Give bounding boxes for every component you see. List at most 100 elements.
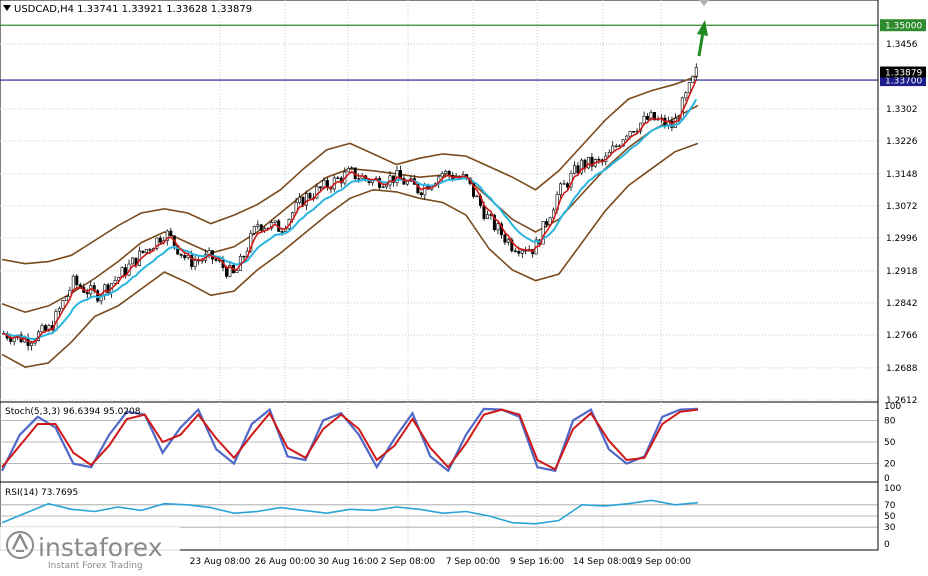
price-panel-title: USDCAD,H4 1.33741 1.33921 1.33628 1.3387… [14,4,252,15]
candle-body [57,308,61,312]
period-separator-marker-icon [699,0,709,6]
candle-body [280,231,284,233]
candle-body [207,250,211,255]
y-tick-label: 1.2766 [886,331,918,341]
candle-body [304,193,308,206]
stoch-panel-title: Stoch(5,3,3) 96.6394 95.0208 [5,407,141,417]
bollinger-upper-band [1,75,699,265]
candle-body [590,156,594,167]
candle-body [503,234,507,243]
fast-moving-average [3,79,698,343]
candle-body [346,168,350,173]
candle-body [541,221,545,245]
candle-body [85,292,89,295]
stoch-y-tick-label: 100 [884,402,901,412]
candle-body [475,195,479,198]
forecast-up-arrow-icon [697,20,708,57]
symbol-dropdown-icon[interactable] [3,5,11,11]
candle-body [144,249,148,253]
candle-body [308,193,312,199]
candle-body [47,325,51,331]
candle-body [9,337,13,342]
candle-body [691,75,695,83]
candle-body [423,185,427,196]
candle-body [471,183,475,197]
stoch-y-tick-label: 20 [884,460,896,470]
candle-body [336,177,340,179]
candle-body [318,186,322,189]
stoch-main-line [1,407,699,473]
stoch-y-tick-label: 80 [884,416,896,426]
x-tick-label: 9 Sep 16:00 [510,557,565,567]
candle-body [242,255,246,258]
watermark-brand: instaforex [38,533,163,562]
instaforex-logo-icon [6,531,34,559]
candle-body [614,145,618,148]
candle-body [496,223,500,231]
x-tick-label: 26 Aug 00:00 [255,557,316,567]
y-tick-label: 1.3148 [886,170,918,180]
candle-body [506,239,510,243]
candle-body [259,224,263,231]
y-tick-label: 1.2996 [886,234,918,244]
candle-body [165,230,169,241]
candle-body [586,156,590,169]
candle-body [148,249,152,251]
y-tick-label: 1.3302 [886,105,918,115]
candle-body [440,173,444,178]
candle-body [183,255,187,259]
candle-body [444,171,448,174]
candle-body [235,270,239,274]
x-tick-label: 19 Sep 00:00 [631,557,691,567]
bollinger-middle-band [1,104,699,314]
y-tick-label: 1.2842 [886,299,918,309]
candle-body [256,224,260,227]
rsi-y-tick-label: 0 [884,540,890,550]
y-tick-label: 1.2688 [886,364,918,374]
candle-body [632,131,636,133]
candle-body [30,342,34,347]
stochastic-panel [1,407,699,473]
candle-body [628,131,632,137]
candle-body [40,325,44,332]
grid-lines [0,0,878,550]
candle-body [485,214,489,220]
candle-body [68,289,72,297]
candle-body [625,135,629,141]
candle-body [179,253,183,256]
candle-body [214,258,218,261]
candle-body [419,192,423,196]
current-price-badge [880,66,926,78]
candle-body [158,237,162,243]
y-tick-label: 1.3072 [886,202,918,212]
candle-body [416,184,420,194]
candle-body [694,67,698,77]
candle-body [642,116,646,124]
candle-body [572,165,576,174]
x-tick-label: 2 Sep 08:00 [381,557,436,567]
stoch-y-tick-label: 50 [884,438,896,448]
level-price-badge [880,19,926,32]
candle-body [75,275,79,286]
rsi-y-tick-label: 100 [884,484,901,494]
candle-body [169,230,173,237]
rsi-y-tick-label: 50 [884,512,896,522]
candle-body [597,159,601,161]
stoch-y-tick-label: 0 [884,474,890,484]
candle-body [155,237,159,249]
candle-body [447,171,451,176]
candle-body [131,257,135,265]
y-tick-label: 1.2612 [886,396,918,406]
watermark: instaforex Instant Forex Trading [0,527,180,572]
x-tick-label: 14 Sep 08:00 [573,557,633,567]
candle-body [228,264,232,277]
slow-moving-average [3,98,698,341]
candle-body [141,250,145,253]
candle-body [482,205,486,219]
candle-body [381,186,385,188]
candle-body [106,284,110,293]
candle-body [61,300,65,309]
rsi-y-tick-label: 70 [884,501,896,511]
x-tick-label: 23 Aug 08:00 [190,557,251,567]
